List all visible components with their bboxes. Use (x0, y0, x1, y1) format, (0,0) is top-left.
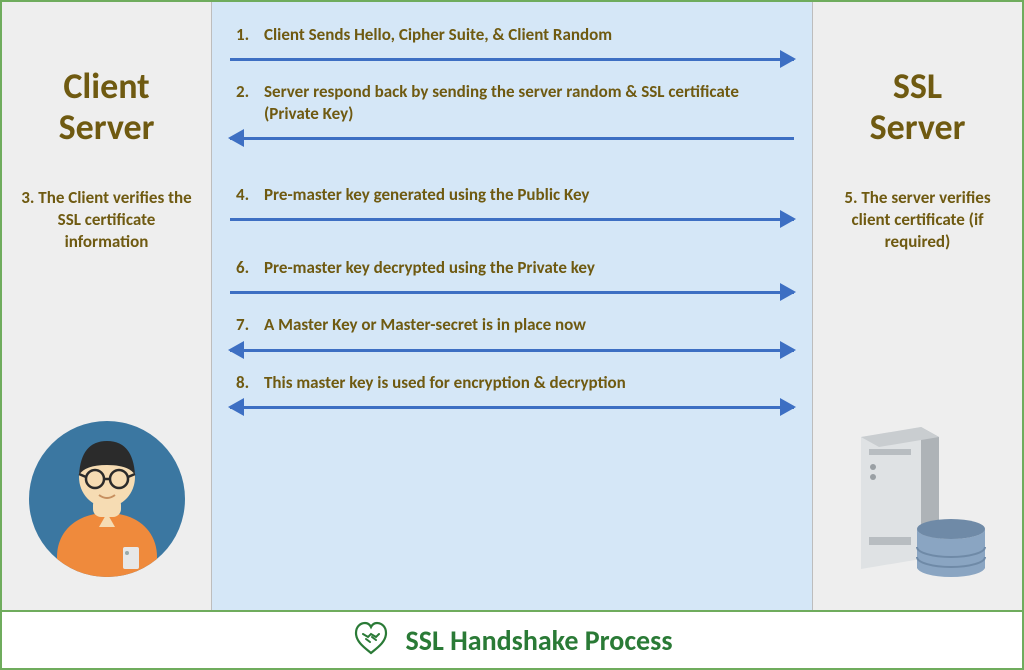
arrow-left (230, 128, 794, 148)
step: 6.Pre-master key decrypted using the Pri… (230, 257, 794, 308)
step-label: A Master Key or Master-secret is in plac… (264, 314, 586, 335)
step-number: 2. (236, 81, 264, 124)
arrow-both (230, 340, 794, 360)
step-number: 1. (236, 24, 264, 45)
client-title: Client Server (59, 66, 155, 149)
step: 4.Pre-master key generated using the Pub… (230, 184, 794, 235)
step-text: 1.Client Sends Hello, Cipher Suite, & Cl… (230, 24, 794, 49)
handshake-icon (351, 619, 391, 662)
step: 7.A Master Key or Master-secret is in pl… (230, 314, 794, 365)
step-number: 7. (236, 314, 264, 335)
step-text: 8.This master key is used for encryption… (230, 372, 794, 397)
server-title-l1: SSL (893, 64, 942, 108)
step-label: Server respond back by sending the serve… (264, 81, 788, 124)
step: 8.This master key is used for encryption… (230, 372, 794, 423)
client-column: Client Server 3. The Client verifies the… (2, 2, 212, 610)
step-label: This master key is used for encryption &… (264, 372, 626, 393)
server-column: SSL Server 5. The server verifies client… (812, 2, 1022, 610)
step-number: 6. (236, 257, 264, 278)
footer-title: SSL Handshake Process (405, 623, 672, 658)
step: 2.Server respond back by sending the ser… (230, 81, 794, 154)
step-number: 4. (236, 184, 264, 205)
client-title-l2: Server (59, 105, 155, 149)
step-label: Client Sends Hello, Cipher Suite, & Clie… (264, 24, 612, 45)
server-side-note: 5. The server verifies client certificat… (821, 187, 1014, 253)
server-title: SSL Server (870, 66, 966, 149)
step-label: Pre-master key decrypted using the Priva… (264, 257, 595, 278)
arrow-right (230, 49, 794, 69)
main-row: Client Server 3. The Client verifies the… (2, 2, 1022, 610)
server-icon (843, 419, 993, 584)
step-number: 8. (236, 372, 264, 393)
step-text: 6.Pre-master key decrypted using the Pri… (230, 257, 794, 282)
client-title-l1: Client (63, 64, 149, 108)
arrow-both (230, 397, 794, 417)
footer: SSL Handshake Process (2, 610, 1022, 668)
step: 1.Client Sends Hello, Cipher Suite, & Cl… (230, 24, 794, 75)
client-avatar-icon (27, 419, 187, 584)
arrow-right (230, 282, 794, 302)
diagram-container: Client Server 3. The Client verifies the… (0, 0, 1024, 670)
steps-column: 1.Client Sends Hello, Cipher Suite, & Cl… (212, 2, 812, 610)
step-text: 4.Pre-master key generated using the Pub… (230, 184, 794, 209)
step-text: 7.A Master Key or Master-secret is in pl… (230, 314, 794, 339)
client-side-note: 3. The Client verifies the SSL certifica… (10, 187, 203, 253)
step-label: Pre-master key generated using the Publi… (264, 184, 589, 205)
step-text: 2.Server respond back by sending the ser… (230, 81, 794, 128)
server-title-l2: Server (870, 105, 966, 149)
arrow-right (230, 209, 794, 229)
